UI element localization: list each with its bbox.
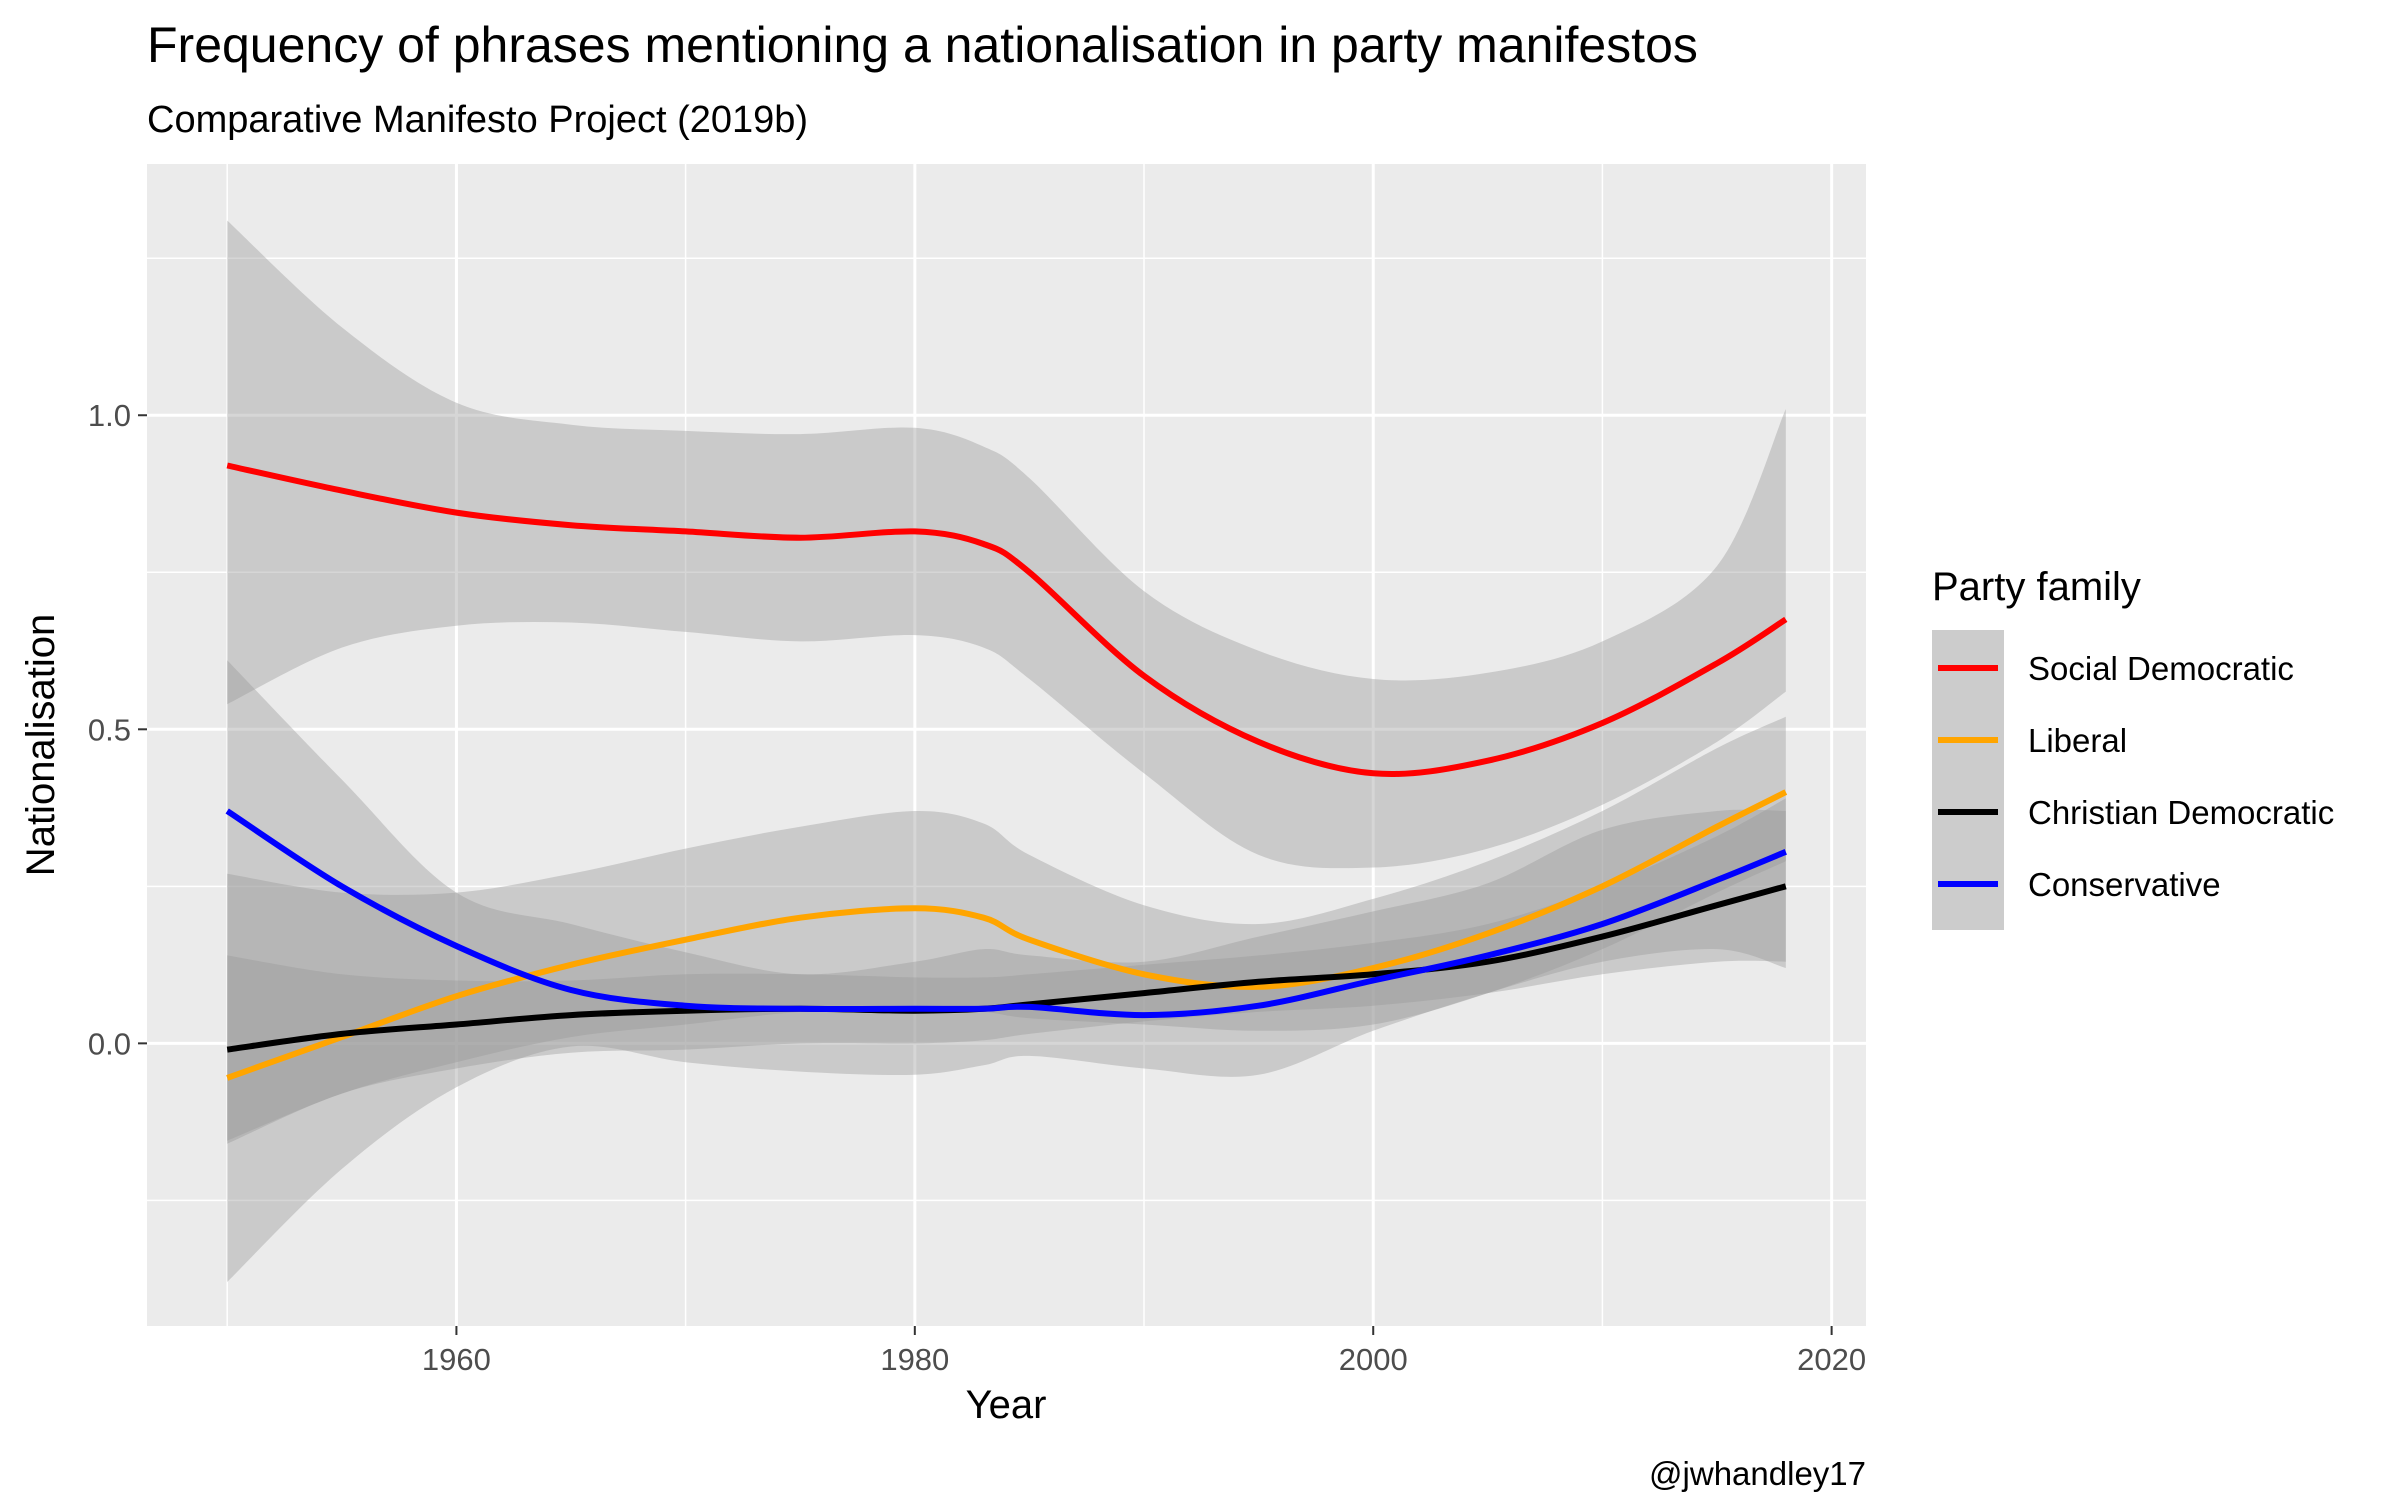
y-axis: 0.0 0.5 1.0 <box>88 398 147 1061</box>
y-tick-label: 0.5 <box>88 712 131 747</box>
minor-gridlines <box>147 164 1866 1326</box>
x-tick-label: 1980 <box>880 1342 949 1377</box>
y-tick-label: 1.0 <box>88 398 131 433</box>
legend-label: Christian Democratic <box>2028 794 2334 831</box>
y-tick-label: 0.0 <box>88 1026 131 1061</box>
x-tick-label: 2020 <box>1797 1342 1866 1377</box>
series-line <box>226 462 1788 778</box>
series-line <box>225 808 1787 1019</box>
x-axis: 1960 1980 2000 2020 <box>422 1326 1866 1377</box>
plot-panel <box>147 164 1866 1326</box>
confidence-ribbon <box>227 660 1786 1282</box>
legend-key-background <box>1932 630 2004 930</box>
confidence-ribbon <box>227 220 1786 869</box>
confidence-ribbon <box>227 798 1786 1144</box>
legend-label: Conservative <box>2028 866 2221 903</box>
caption: @jwhandley17 <box>1649 1455 1866 1492</box>
x-tick-label: 2000 <box>1339 1342 1408 1377</box>
chart-subtitle: Comparative Manifesto Project (2019b) <box>147 99 808 141</box>
series-lines <box>225 462 1788 1081</box>
legend-label: Social Democratic <box>2028 650 2294 687</box>
chart-title: Frequency of phrases mentioning a nation… <box>147 17 1698 73</box>
major-gridlines <box>147 164 1866 1326</box>
x-axis-title: Year <box>966 1383 1047 1427</box>
legend-title: Party family <box>1932 565 2141 609</box>
legend-label: Liberal <box>2028 722 2127 759</box>
series-line <box>226 789 1788 1081</box>
legend: Party family Social Democratic Liberal Chr… <box>1932 565 2334 930</box>
y-axis-title: Nationalisation <box>19 614 63 876</box>
x-tick-label: 1960 <box>422 1342 491 1377</box>
